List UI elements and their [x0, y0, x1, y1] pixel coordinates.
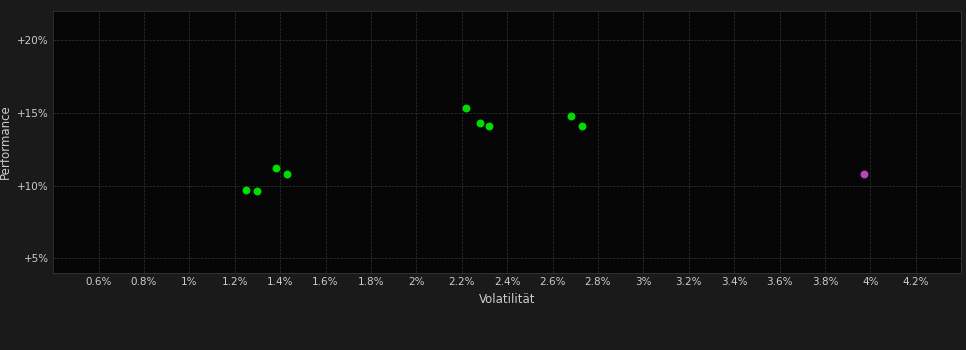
- Point: [268, 165, 283, 171]
- Point: [249, 189, 265, 194]
- Point: [481, 123, 497, 128]
- Point: [279, 171, 295, 177]
- Point: [575, 123, 590, 128]
- Point: [856, 171, 871, 177]
- X-axis label: Volatilität: Volatilität: [479, 293, 535, 306]
- Y-axis label: Performance: Performance: [0, 104, 12, 179]
- Point: [459, 105, 474, 111]
- Point: [239, 187, 254, 192]
- Point: [563, 113, 579, 118]
- Point: [472, 120, 488, 126]
